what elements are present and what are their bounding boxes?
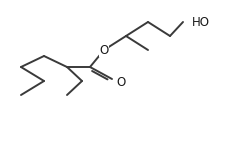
Text: O: O <box>116 75 125 89</box>
Text: HO: HO <box>192 16 210 29</box>
Text: O: O <box>99 43 109 56</box>
